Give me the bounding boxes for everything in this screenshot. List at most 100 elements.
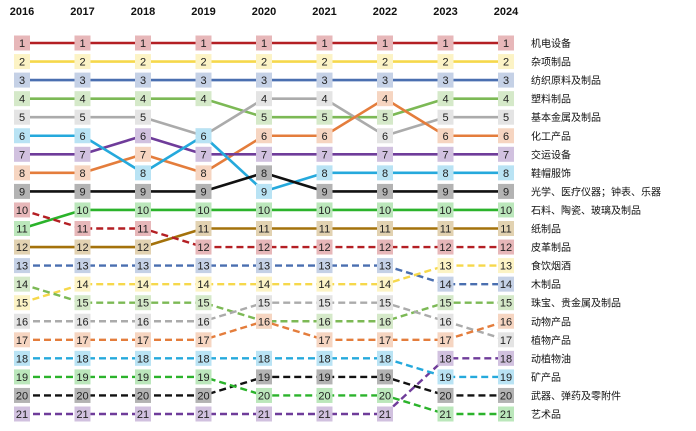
- rank-marker-box: [437, 183, 454, 199]
- rank-marker-box: [135, 91, 151, 107]
- rank-marker-label: 13: [137, 261, 149, 273]
- rank-marker-label: 2: [382, 57, 388, 69]
- rank-marker-label: 16: [137, 316, 149, 328]
- rank-marker-box: [377, 72, 393, 88]
- rank-marker-label: 2: [261, 57, 267, 69]
- rank-marker-label: 3: [382, 75, 388, 87]
- category-label: 木制品: [531, 278, 561, 291]
- rank-marker-label: 11: [379, 224, 390, 236]
- category-labels: 机电设备杂项制品纺织原料及制品塑料制品基本金属及制品化工产品交运设备鞋帽服饰光学…: [531, 37, 661, 421]
- rank-marker-label: 6: [503, 131, 509, 143]
- rank-marker-box: [135, 295, 151, 311]
- rank-marker-box: [377, 146, 393, 162]
- rank-marker-label: 1: [382, 38, 388, 50]
- rank-marker-box: [195, 258, 212, 274]
- category-label: 纸制品: [531, 223, 561, 236]
- rank-marker-label: 5: [261, 112, 267, 124]
- rank-marker-label: 11: [258, 224, 269, 236]
- rank-marker-box: [498, 295, 514, 311]
- rank-marker-label: 21: [500, 409, 512, 421]
- rank-marker-box: [498, 72, 514, 88]
- rank-marker-box: [377, 183, 393, 199]
- rank-marker-box: [498, 165, 514, 181]
- rank-marker-label: 19: [16, 372, 28, 384]
- rank-marker-box: [14, 369, 30, 385]
- rank-marker-box: [316, 369, 333, 385]
- rank-marker-label: 6: [200, 131, 206, 143]
- rank-marker-label: 6: [140, 131, 146, 143]
- rank-marker-box: [437, 369, 454, 385]
- rank-marker-label: 3: [321, 75, 327, 87]
- rank-marker-box: [74, 239, 91, 255]
- category-label: 机电设备: [531, 37, 571, 50]
- rank-marker-box: [74, 91, 91, 107]
- rank-marker-label: 17: [500, 335, 512, 347]
- rank-marker-label: 19: [76, 372, 88, 384]
- rank-marker-box: [14, 109, 30, 125]
- rank-marker-label: 9: [79, 186, 85, 198]
- rank-marker-box: [437, 109, 454, 125]
- rank-marker-label: 6: [382, 131, 388, 143]
- rank-marker-label: 21: [197, 409, 209, 421]
- rank-marker-box: [135, 258, 151, 274]
- rank-marker-label: 14: [16, 279, 28, 291]
- rank-marker-label: 17: [379, 335, 391, 347]
- rank-marker-label: 15: [500, 298, 512, 310]
- rank-marker-label: 10: [258, 205, 270, 217]
- year-label: 2020: [252, 6, 276, 18]
- series-line: [22, 357, 506, 416]
- rank-marker-label: 13: [439, 261, 451, 273]
- rank-marker-label: 14: [258, 279, 270, 291]
- rank-marker-label: 14: [197, 279, 209, 291]
- rank-marker-box: [377, 221, 393, 236]
- rank-marker-box: [377, 91, 393, 107]
- rank-marker-label: 4: [382, 94, 388, 106]
- rank-marker-label: 4: [140, 94, 146, 106]
- rank-marker-box: [377, 109, 393, 125]
- rank-marker-box: [498, 202, 514, 218]
- rank-marker-label: 3: [503, 75, 509, 87]
- rank-marker-label: 7: [442, 149, 448, 161]
- rank-marker-label: 17: [16, 335, 28, 347]
- rank-marker-label: 1: [79, 38, 85, 50]
- rank-marker-box: [316, 165, 333, 181]
- rank-marker-label: 2: [503, 57, 509, 69]
- rank-marker-label: 18: [137, 353, 149, 365]
- rank-marker-box: [195, 54, 212, 70]
- rank-marker-box: [74, 109, 91, 125]
- rank-marker-label: 15: [197, 298, 209, 310]
- rank-marker-box: [14, 350, 30, 366]
- rank-marker-box: [195, 72, 212, 88]
- rank-marker-label: 5: [382, 112, 388, 124]
- rank-marker-box: [74, 387, 91, 403]
- rank-marker-box: [195, 387, 212, 403]
- rank-marker-box: [14, 54, 30, 70]
- rank-marker-box: [135, 387, 151, 403]
- rank-marker-box: [256, 313, 272, 329]
- rank-marker-label: 14: [379, 279, 391, 291]
- rank-marker-label: 5: [321, 112, 327, 124]
- rank-marker-box: [498, 91, 514, 107]
- rank-marker-box: [256, 406, 272, 422]
- rank-marker-box: [256, 183, 272, 199]
- rank-marker-box: [437, 406, 454, 422]
- category-label: 化工产品: [531, 130, 571, 143]
- rank-marker-box: [498, 350, 514, 366]
- rank-marker-label: 11: [198, 224, 209, 236]
- rank-marker-box: [135, 406, 151, 422]
- rank-marker-label: 15: [258, 298, 270, 310]
- rank-marker-box: [195, 369, 212, 385]
- category-label: 交运设备: [531, 148, 571, 161]
- rank-marker-box: [195, 332, 212, 348]
- rank-marker-label: 7: [321, 149, 327, 161]
- rank-marker-label: 17: [318, 335, 330, 347]
- rank-marker-label: 9: [200, 186, 206, 198]
- rank-marker-label: 12: [379, 242, 391, 254]
- rank-markers: 1111111112222222223333333334444555445556…: [14, 35, 514, 422]
- rank-marker-box: [316, 109, 333, 125]
- rank-marker-label: 9: [321, 186, 327, 198]
- rank-marker-box: [74, 128, 91, 144]
- rank-marker-box: [74, 350, 91, 366]
- rank-marker-box: [74, 276, 91, 292]
- rank-marker-label: 20: [439, 390, 451, 402]
